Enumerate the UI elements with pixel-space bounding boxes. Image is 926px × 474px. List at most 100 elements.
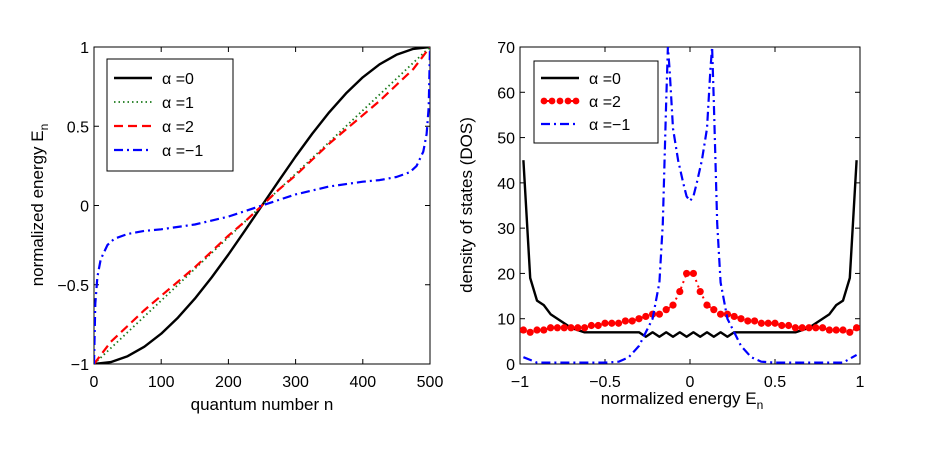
right-x-tick-label: 1 [856,374,865,391]
right-series-point [587,321,596,330]
right-y-axis-label: density of states (DOS) [457,117,476,293]
right-series-point [771,319,779,327]
right-series-point [853,324,860,332]
right-legend-items: α =0 α =2 α =−1 [540,71,630,134]
right-series-point [751,317,759,325]
left-x-axis-label: quantum number n [191,395,334,414]
left-x-tick-label: 200 [215,374,242,391]
right-series-point [533,326,541,334]
right-legend-swatch-dot [564,97,572,105]
right-y-tick-label: 60 [497,85,515,102]
right-series-point [628,317,636,325]
right-series-point [669,301,677,309]
right-series-point [744,317,752,325]
right-series-point [601,319,609,327]
right-x-tick-label: 0.5 [764,374,786,391]
left-y-tick-label: 0 [80,199,89,216]
right-series-group [520,47,860,364]
right-legend-swatch-dot [556,97,564,105]
right-series-point [683,269,691,278]
right-series-point [737,315,745,323]
right-legend-label: α =−1 [589,117,630,134]
left-y-axis-label: normalized energy En [28,124,51,287]
right-series-line [522,47,858,364]
right-series-point [825,326,834,334]
right-legend-label: α =0 [589,71,621,88]
right-series-point [621,317,630,325]
right-series-point [540,326,548,334]
left-x-tick-label: 500 [417,374,444,391]
left-y-axis-label-main: normalized energy E [28,130,47,286]
right-series-point [655,310,664,318]
right-series-point [846,328,854,336]
right-series-line [522,160,858,338]
right-x-axis-label-sub: n [757,398,764,412]
left-chart: 0 100 200 300 400 500 −1 −0.5 0 0.5 1 quantum numb… [28,40,443,414]
right-series-point [615,319,623,327]
right-series-point [553,324,562,332]
left-legend: α =0 α =1 α =2 α =−1 [106,58,234,172]
right-series-point [778,321,786,330]
right-series-point [662,306,670,314]
right-series-point [805,324,813,332]
left-series-line [94,47,430,364]
left-legend-label: α =−1 [162,143,203,160]
right-x-tick-label: 0 [686,374,695,391]
left-legend-items: α =0 α =1 α =2 α =−1 [114,71,203,160]
right-series-point [635,315,643,323]
right-series-point [710,306,718,314]
right-series-point [785,321,793,330]
right-series-point [642,312,650,321]
right-series-point [764,319,772,327]
right-x-axis-label: normalized energy En [601,389,764,412]
right-series-point [730,312,738,321]
right-y-tick-label: 30 [497,221,515,238]
right-series-point [798,324,806,332]
right-series-point [812,324,820,332]
right-legend-swatch-dot [548,97,556,105]
left-legend-label: α =0 [162,71,194,88]
right-x-tick-label: −1 [511,374,529,391]
right-x-axis-label-main: normalized energy E [601,389,757,408]
right-y-tick-label: 50 [497,131,515,148]
right-series-point [832,326,840,334]
left-x-tick-label: 400 [349,374,376,391]
left-series-group [94,47,430,364]
right-y-tick-label: 0 [506,357,515,374]
right-series-point [547,324,555,332]
right-series-point [676,287,684,296]
right-series-point [581,324,589,332]
right-series-point [574,324,582,332]
right-series-point [703,301,711,309]
right-series-point [723,310,732,318]
right-series-point [717,310,725,318]
right-series-point [567,324,575,332]
right-legend-label: α =2 [589,94,621,111]
right-series-point [526,328,534,336]
left-ticks: 0 100 200 300 400 500 −1 −0.5 0 0.5 1 [57,40,443,391]
left-series-line [94,47,430,364]
left-legend-label: α =1 [162,95,194,112]
left-y-tick-label: −0.5 [57,278,89,295]
right-series-point [689,269,698,278]
right-legend-swatch-dot [572,97,580,105]
right-series-point [819,324,827,332]
right-series-point [520,326,527,334]
left-legend-label: α =2 [162,119,194,136]
right-y-tick-label: 70 [497,40,515,57]
left-x-tick-label: 300 [282,374,309,391]
right-series-point [839,326,847,334]
right-y-tick-label: 10 [497,312,515,329]
left-y-tick-label: −1 [71,357,89,374]
right-legend: α =0 α =2 α =−1 [533,60,659,144]
right-series-point [608,319,616,327]
left-y-tick-label: 1 [80,40,89,57]
right-series-point [757,319,766,327]
right-x-tick-label: −0.5 [589,374,621,391]
left-x-tick-label: 0 [90,374,99,391]
right-series-point [594,321,602,330]
right-legend-swatch-dot [540,97,548,105]
